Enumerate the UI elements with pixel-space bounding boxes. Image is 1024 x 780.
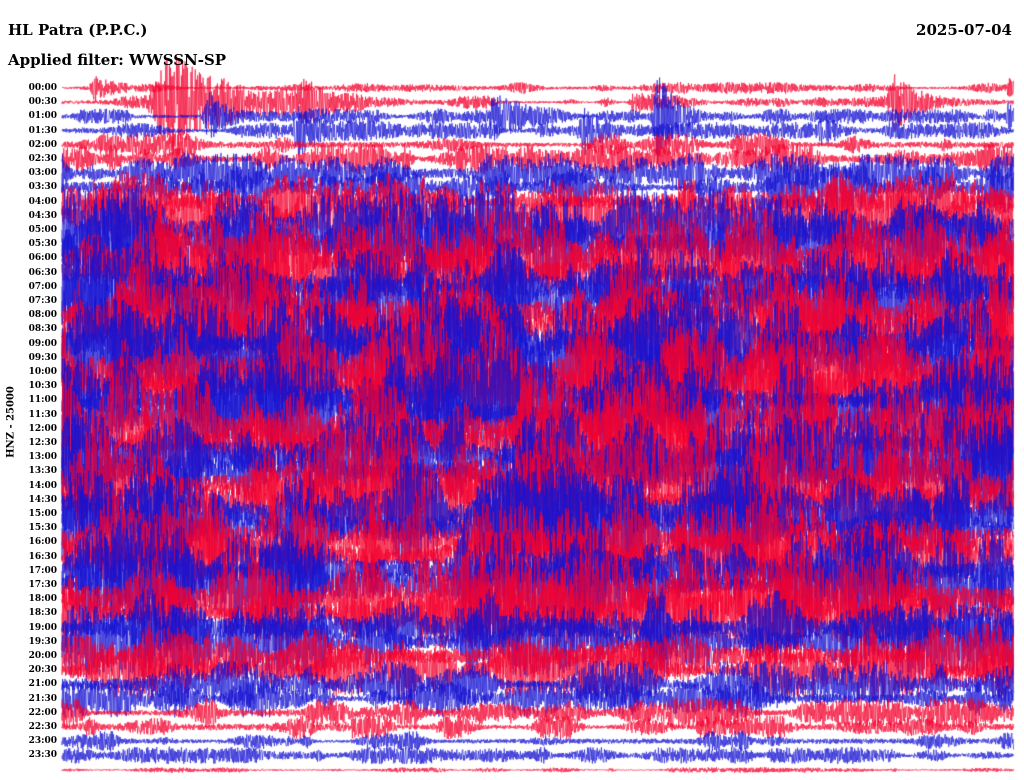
time-label: 23:30	[28, 750, 57, 761]
time-label: 19:30	[28, 636, 57, 647]
time-label: 12:30	[28, 438, 57, 448]
time-label: 23:00	[28, 736, 57, 747]
time-label: 17:00	[28, 565, 57, 576]
time-label: 02:00	[28, 139, 57, 150]
time-label: 20:00	[28, 651, 57, 661]
time-label: 09:00	[28, 338, 57, 349]
time-label: 07:30	[28, 296, 57, 306]
time-label: 14:30	[28, 494, 57, 505]
time-label: 07:00	[28, 281, 57, 292]
time-label: 00:00	[28, 83, 57, 93]
time-label: 14:00	[28, 480, 57, 491]
time-label: 21:00	[28, 679, 57, 690]
time-label: 16:00	[28, 537, 57, 548]
time-label: 11:30	[28, 409, 57, 420]
time-label: 08:30	[28, 324, 57, 335]
time-label: 15:00	[28, 509, 57, 519]
time-label: 04:00	[28, 196, 57, 207]
time-label: 20:30	[28, 665, 57, 676]
time-label: 04:30	[28, 210, 57, 221]
time-label: 00:30	[28, 97, 57, 108]
time-label: 18:00	[28, 594, 57, 605]
station-title: HL Patra (P.P.C.)	[8, 21, 148, 39]
time-label: 12:00	[28, 423, 57, 434]
time-label: 11:00	[28, 395, 57, 406]
time-label: 13:00	[28, 452, 57, 463]
time-label: 02:30	[28, 154, 57, 164]
time-label: 05:30	[28, 239, 57, 250]
channel-scale-label: HNZ - 25000	[5, 386, 17, 458]
time-label: 17:30	[28, 580, 57, 590]
time-label: 06:30	[28, 267, 57, 278]
time-label: 15:30	[28, 523, 57, 534]
applied-filter-label: Applied filter: WWSSN-SP	[8, 51, 227, 69]
time-label: 10:30	[28, 381, 57, 392]
time-label: 05:00	[28, 225, 57, 235]
time-label: 19:00	[28, 622, 57, 633]
time-axis-labels: 00:00 00:30 01:00 01:30 02:00 02:30 03:00 03:30…	[0, 0, 60, 780]
time-label: 09:30	[28, 352, 57, 363]
time-label: 03:00	[28, 168, 57, 179]
time-label: 06:00	[28, 253, 57, 264]
time-label: 10:00	[28, 367, 57, 377]
time-label: 01:30	[28, 125, 57, 136]
time-label: 22:00	[28, 707, 57, 718]
time-label: 03:30	[28, 182, 57, 193]
time-label: 21:30	[28, 693, 57, 704]
time-label: 08:00	[28, 310, 57, 321]
time-label: 22:30	[28, 722, 57, 732]
time-label: 18:30	[28, 608, 57, 619]
time-label: 13:30	[28, 466, 57, 477]
time-label: 16:30	[28, 551, 57, 562]
time-label: 01:00	[28, 111, 57, 122]
date-label: 2025-07-04	[916, 21, 1012, 39]
